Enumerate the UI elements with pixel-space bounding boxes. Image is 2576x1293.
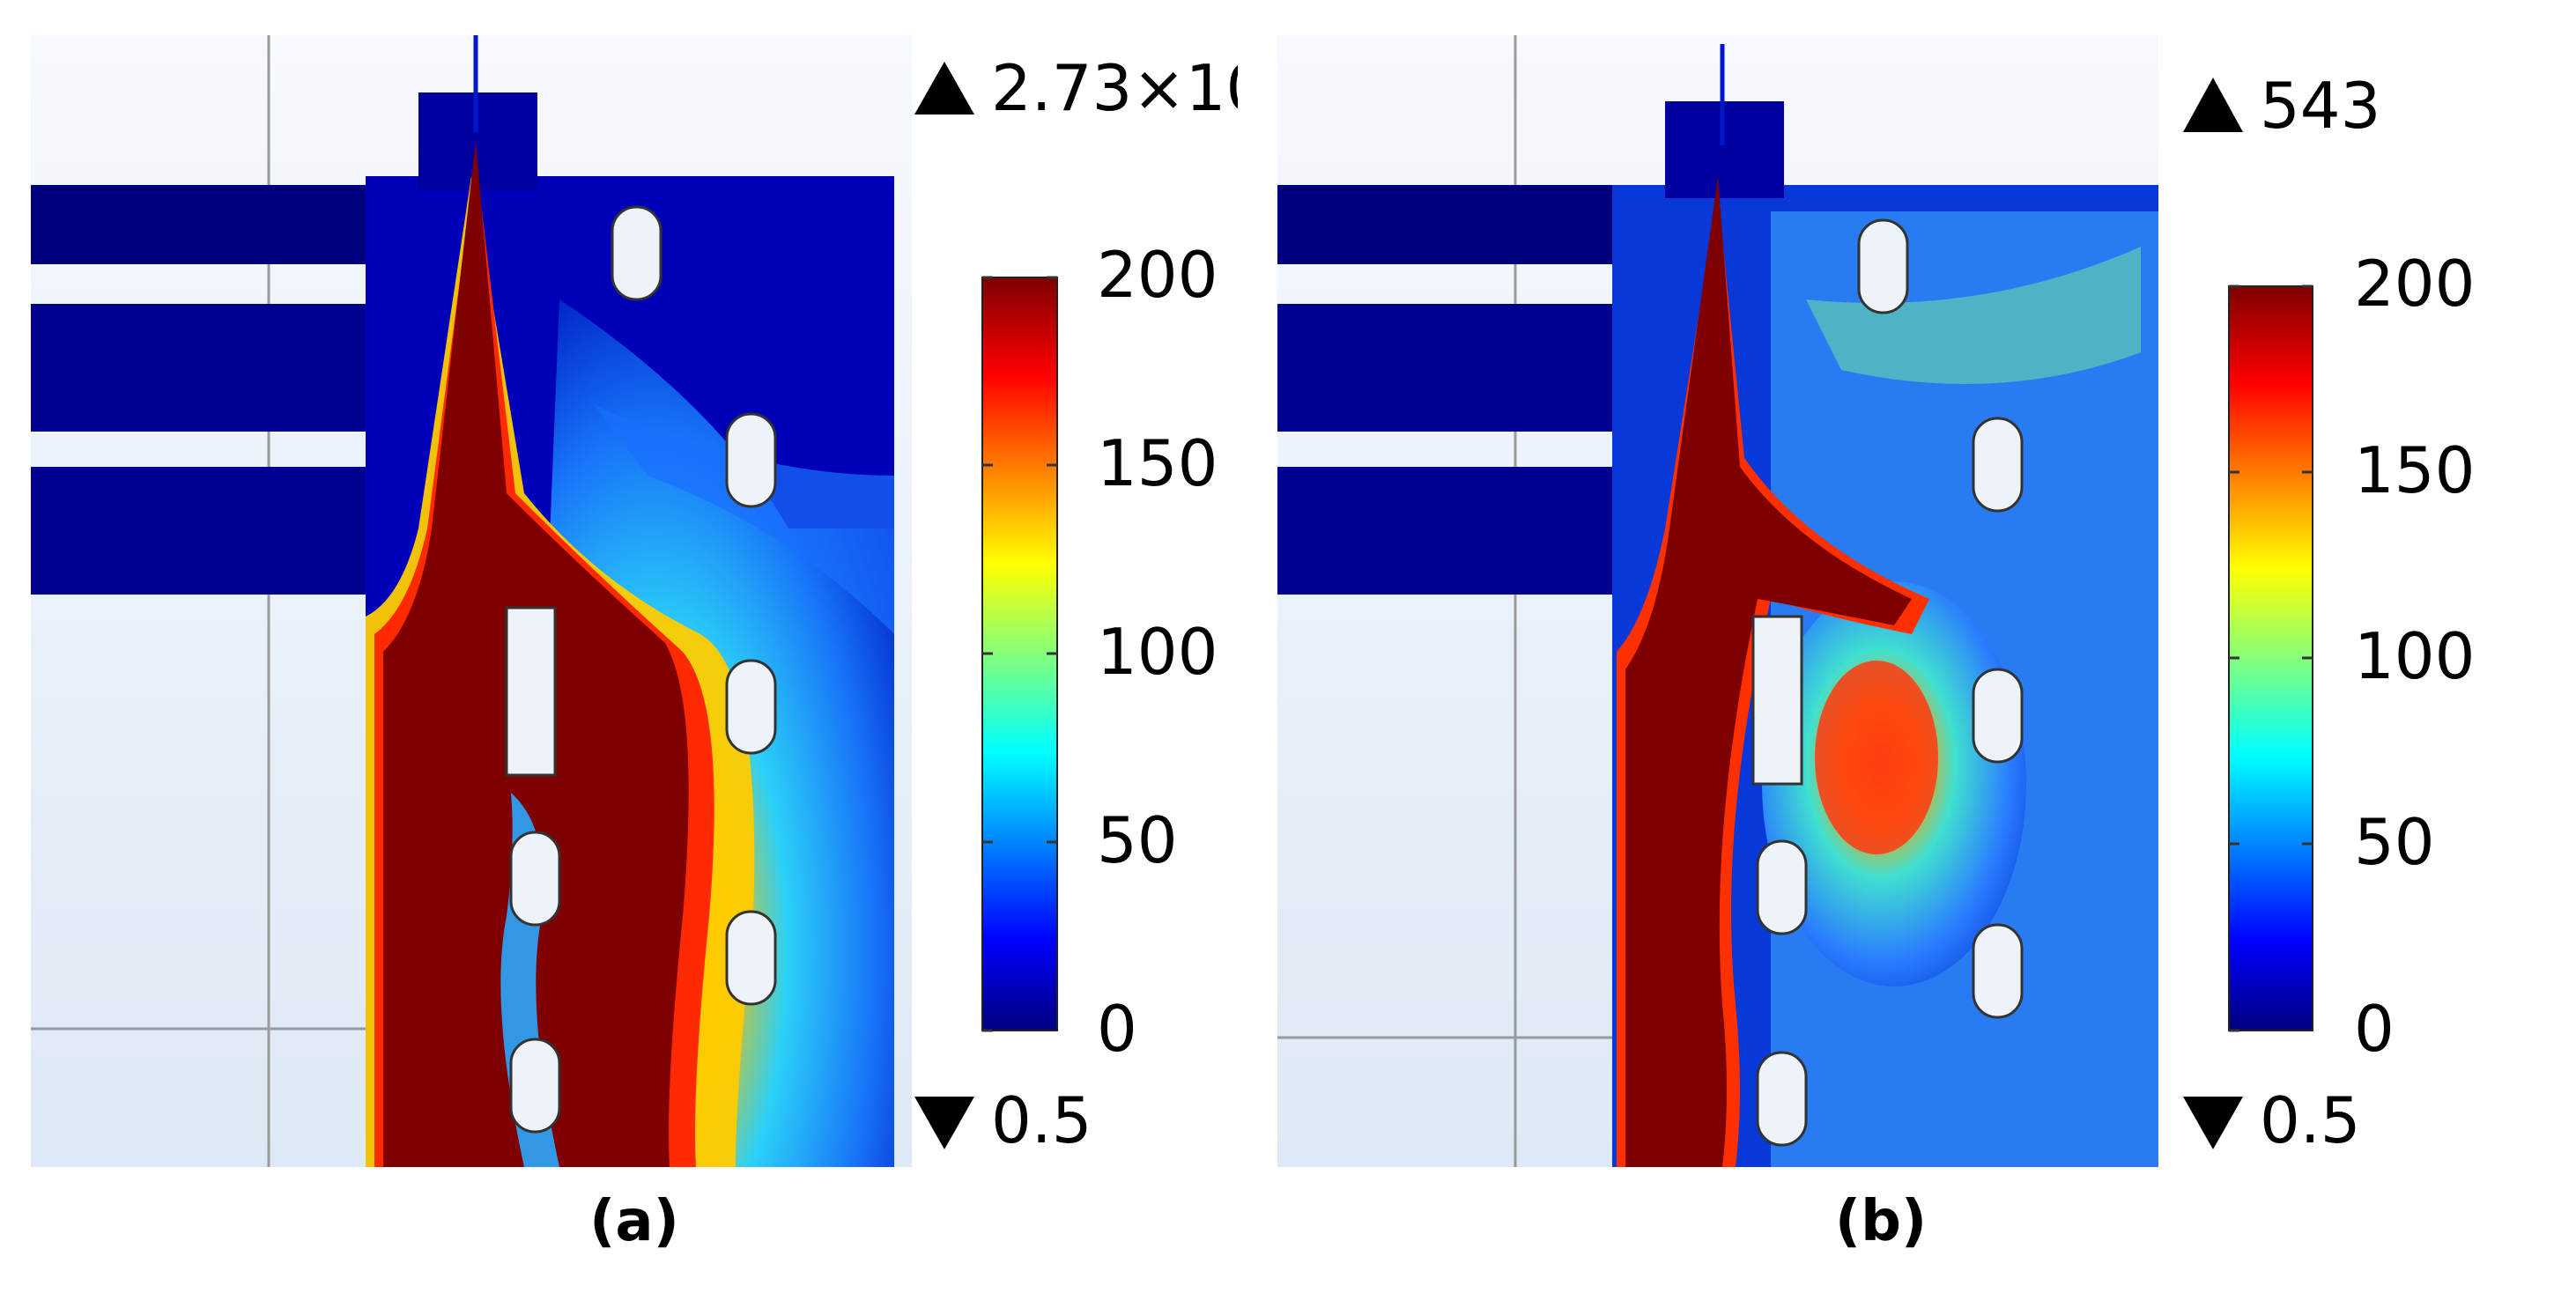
min-value-label: 0.5	[2260, 1083, 2361, 1157]
oval-hole	[509, 831, 561, 927]
max-value-label: 543	[2260, 69, 2380, 143]
max-arrow-icon	[914, 62, 974, 115]
colorbar-tick-label: 200	[1097, 238, 1218, 312]
colorbar	[2228, 285, 2313, 1031]
hot-core	[1625, 176, 1912, 1167]
colorbar-tick-label: 50	[1097, 803, 1178, 877]
max-value-label: 2.73×103	[991, 51, 1238, 125]
colorbar-tick-label: 150	[1097, 426, 1218, 500]
min-value-text: 0.5	[991, 1083, 1092, 1157]
oval-hole	[509, 1038, 561, 1134]
field-plot-a	[31, 35, 1058, 1167]
caption-a: (a)	[589, 1189, 679, 1254]
fin-middle	[1277, 304, 1612, 432]
oval-hole	[1972, 923, 2024, 1019]
warm-blob-core	[1815, 661, 1938, 854]
oval-hole	[725, 412, 777, 508]
fin-top	[31, 185, 366, 264]
colorbar-tick-label: 200	[2354, 247, 2476, 321]
min-arrow-icon	[914, 1097, 974, 1149]
fin-bottom	[31, 467, 366, 595]
oval-hole	[1756, 839, 1808, 935]
max-value-text: 543	[2260, 69, 2381, 143]
field-upper-glow	[1806, 247, 2141, 384]
field-plot-b	[1277, 35, 2313, 1167]
oval-hole	[1756, 1051, 1808, 1147]
oval-hole	[725, 659, 777, 755]
field-spread-upper	[595, 405, 894, 634]
min-arrow-icon	[2183, 1097, 2243, 1149]
panel-b: 543 0.5 200 150 100 50 0	[1277, 35, 2484, 1167]
max-arrow-icon	[2183, 78, 2243, 132]
fin-middle	[31, 304, 366, 432]
colorbar-tick-label: 0	[2354, 992, 2395, 1066]
max-value-text: 2.73×10	[991, 51, 1238, 125]
fin-top	[1277, 185, 1612, 264]
rect-slot	[505, 606, 557, 777]
oval-hole	[1972, 417, 2024, 513]
colorbar	[981, 277, 1058, 1031]
colorbar-tick-label: 100	[1097, 615, 1218, 689]
panel-a: 2.73×103 0.5 200 150 100 50 0	[31, 35, 1238, 1167]
caption-b: (b)	[1834, 1189, 1928, 1254]
colorbar-tick-label: 100	[2354, 619, 2476, 693]
oval-hole	[1972, 668, 2024, 764]
oval-hole	[725, 910, 777, 1006]
min-value-label: 0.5	[991, 1083, 1092, 1157]
colorbar-tick-label: 150	[2354, 433, 2476, 507]
colorbar-tick-label: 0	[1097, 992, 1137, 1066]
colorbar-tick-label: 50	[2354, 805, 2435, 879]
oval-hole	[611, 205, 663, 301]
rect-slot	[1751, 615, 1803, 786]
min-value-text: 0.5	[2260, 1083, 2361, 1157]
fin-bottom	[1277, 467, 1612, 595]
oval-hole	[1857, 218, 1909, 314]
